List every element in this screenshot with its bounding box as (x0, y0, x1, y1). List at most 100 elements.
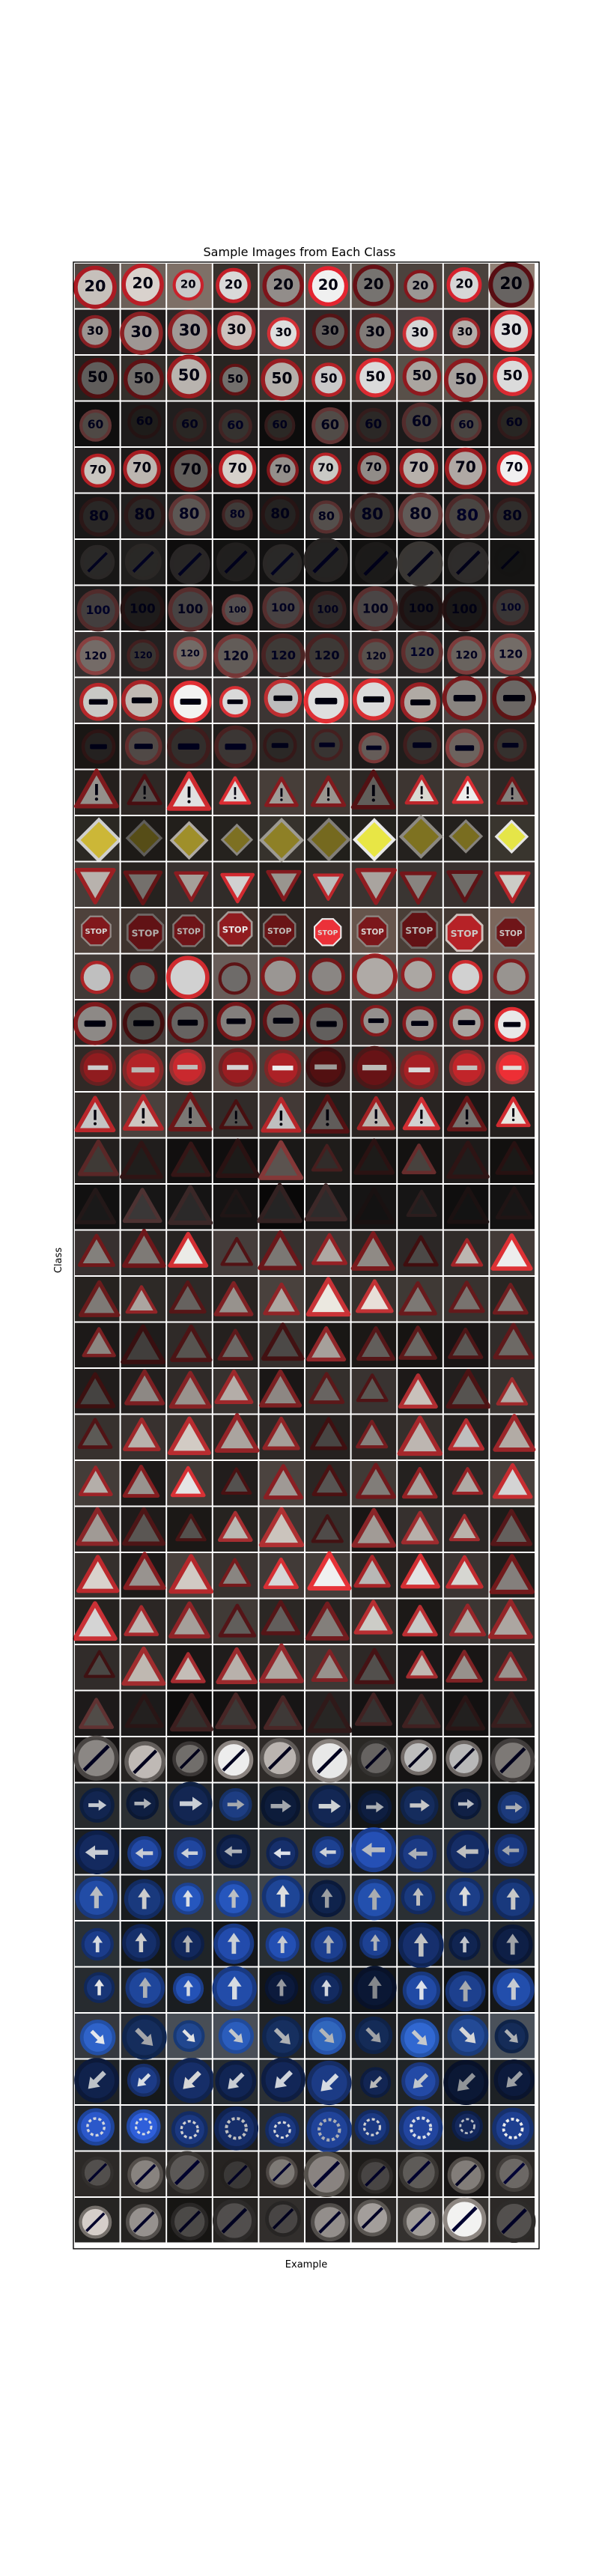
sample-shade (490, 724, 535, 769)
sign-shape (261, 1322, 305, 1361)
sample-image (75, 1829, 120, 1875)
sign-glyph: 120 (270, 648, 296, 662)
sample-shade (443, 1230, 489, 1275)
sign-glyph-dot (143, 796, 146, 800)
sample-shade (490, 1415, 535, 1459)
sign-shape (446, 870, 484, 903)
axes-frame (73, 261, 540, 2250)
sample-shade (398, 2106, 443, 2151)
sample-shade (305, 448, 350, 493)
sign-glyph: 50 (227, 372, 243, 386)
sample-image (398, 1277, 443, 1322)
sign-glyph (319, 2028, 335, 2044)
sample-image (213, 1230, 258, 1275)
sample-image (121, 2106, 166, 2151)
sample-shade (398, 1829, 443, 1874)
sign-glyph (134, 744, 153, 750)
sample-image (398, 1645, 443, 1690)
sign-shape (399, 871, 437, 905)
sign-glyph (226, 1018, 246, 1024)
sign-shape (214, 1413, 260, 1453)
sample-shade (443, 2059, 489, 2104)
sign-glyph (88, 1799, 107, 1811)
sample-image (121, 1229, 166, 1275)
sample-shade (75, 1967, 120, 2012)
sample-shade (167, 678, 212, 723)
sign-glyph (503, 2162, 526, 2185)
sample-shade (121, 540, 166, 585)
sample-shade (443, 309, 489, 354)
sample-shade (351, 1000, 397, 1045)
sample-image (213, 1185, 258, 1230)
sign-shape (74, 1372, 116, 1409)
sample-image (398, 1553, 443, 1598)
sign-shape (451, 2110, 483, 2142)
sign-shape (356, 357, 395, 398)
sign-shape (218, 409, 252, 443)
sign-glyph (139, 1977, 152, 1998)
sign-shape (215, 1138, 261, 1178)
sample-image (443, 1000, 489, 1045)
sign-shape (400, 1553, 440, 1589)
sign-glyph: 100 (130, 601, 156, 616)
sign-glyph (177, 743, 200, 750)
sample-image (213, 1093, 258, 1137)
sign-shape (213, 634, 258, 678)
sample-image (305, 1277, 351, 1322)
sample-image (305, 1369, 350, 1414)
sample-shade (259, 1645, 304, 1690)
sample-shade (259, 1783, 304, 1828)
sign-glyph (501, 2208, 527, 2235)
sample-image (398, 1230, 443, 1275)
sample-shade (167, 908, 212, 953)
sign-glyph: 60 (505, 415, 523, 429)
sign-glyph (273, 2121, 291, 2139)
sample-image (490, 1783, 535, 1828)
sample-image (167, 724, 212, 769)
sign-shape (217, 311, 256, 350)
sample-shade (443, 632, 489, 677)
sign-glyph: STOP (317, 930, 338, 938)
sample-image (490, 1645, 535, 1690)
sample-image (74, 1369, 120, 1414)
sample-shade (259, 2198, 304, 2243)
sample-image (305, 1783, 351, 1828)
sample-image (490, 954, 535, 999)
sample-image (167, 1322, 213, 1367)
sample-image (351, 2106, 397, 2151)
sample-shade (121, 401, 166, 446)
sign-glyph (273, 1018, 294, 1024)
sign-shape (264, 410, 296, 441)
sample-shade (490, 493, 535, 538)
sign-glyph: 50 (178, 365, 200, 384)
sample-shade (305, 1000, 350, 1045)
sample-image (259, 1093, 304, 1137)
sample-shade (213, 1461, 258, 1506)
sample-image (259, 1875, 304, 1920)
sign-shape (308, 266, 349, 307)
sample-image (121, 1277, 166, 1322)
sign-glyph-dot (326, 1123, 329, 1126)
sample-image (443, 1553, 489, 1598)
sample-image (121, 1829, 166, 1874)
sample-image: 30 (120, 309, 166, 355)
sample-image (351, 1185, 397, 1230)
sign-glyph: 80 (230, 507, 246, 520)
sign-glyph (457, 1020, 475, 1025)
sign-glyph: 80 (410, 505, 432, 523)
sign-glyph (499, 1747, 526, 1774)
sample-shade (443, 2014, 489, 2059)
sample-image (213, 1737, 258, 1782)
sign-glyph (320, 1888, 333, 1908)
sample-image (121, 1552, 166, 1598)
sign-shape (258, 1369, 302, 1408)
sample-shade (305, 632, 350, 677)
sign-shape (73, 1601, 118, 1641)
sample-image (213, 1413, 260, 1459)
sign-glyph (89, 1886, 103, 1909)
sign-shape (82, 1327, 116, 1358)
sign-glyph (319, 742, 335, 747)
sample-shade (443, 1553, 489, 1598)
sample-image (121, 1093, 166, 1137)
sign-shape (167, 1416, 211, 1456)
